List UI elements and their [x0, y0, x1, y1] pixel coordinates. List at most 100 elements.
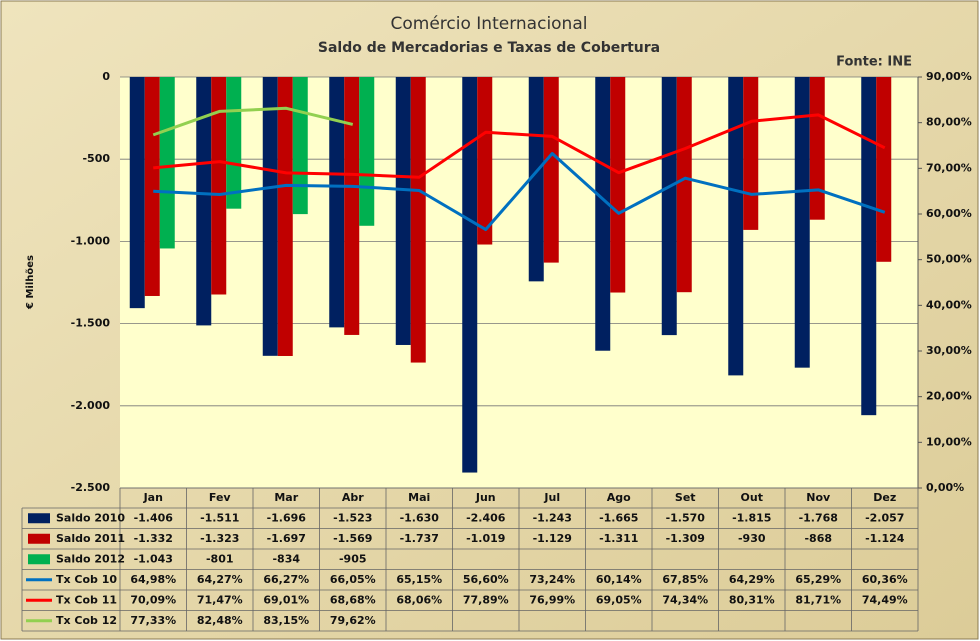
x-tick-label: Fev — [209, 491, 232, 504]
table-value: -1.043 — [134, 552, 173, 565]
table-value: 77,89% — [463, 593, 509, 606]
y2-tick-label: 30,00% — [926, 344, 972, 357]
bar — [876, 77, 892, 262]
table-value: -868 — [804, 532, 832, 545]
bar — [595, 77, 611, 351]
bar — [528, 77, 544, 282]
table-value: 66,27% — [263, 573, 309, 586]
y2-tick-label: 10,00% — [926, 435, 972, 448]
table-value: 82,48% — [197, 614, 243, 627]
table-value: 69,01% — [263, 593, 309, 606]
bar — [861, 77, 877, 416]
bar — [395, 77, 411, 345]
y-tick-label: -1.000 — [71, 234, 111, 247]
bar — [410, 77, 426, 363]
table-value: 60,36% — [862, 573, 908, 586]
legend-swatch — [28, 554, 50, 565]
table-value: -1.665 — [599, 511, 638, 524]
y2-tick-label: 40,00% — [926, 298, 972, 311]
x-tick-label: Jul — [543, 491, 560, 504]
table-value: -1.511 — [200, 511, 239, 524]
table-value: -801 — [206, 552, 234, 565]
table-value: -1.737 — [400, 532, 439, 545]
y-tick-label: -2.500 — [71, 481, 111, 494]
table-value: -1.768 — [799, 511, 838, 524]
line — [153, 152, 886, 232]
table-value: 66,05% — [330, 573, 376, 586]
table-value: -1.815 — [732, 511, 771, 524]
table-value: -2.406 — [466, 511, 506, 524]
legend-label: Tx Cob 10 — [56, 573, 117, 586]
bar — [226, 77, 242, 209]
table-value: -1.124 — [865, 532, 905, 545]
plot-area — [120, 77, 918, 488]
bar — [262, 77, 278, 356]
bar — [129, 77, 145, 309]
bar — [543, 77, 559, 263]
line — [152, 106, 354, 137]
table-value: -1.630 — [400, 511, 440, 524]
table-value: 73,24% — [529, 573, 575, 586]
table-value: -1.523 — [333, 511, 372, 524]
y-tick-label: -1.500 — [71, 317, 111, 330]
table-value: -2.057 — [865, 511, 904, 524]
bar — [743, 77, 759, 230]
y-tick-label: -2.000 — [71, 399, 111, 412]
x-tick-label: Abr — [342, 491, 364, 504]
legend-label: Saldo 2012 — [56, 552, 125, 565]
bar — [728, 77, 744, 376]
y2-tick-label: 50,00% — [926, 253, 972, 266]
y-tick-label: -500 — [82, 152, 110, 165]
bar — [610, 77, 626, 293]
y2-tick-label: 0,00% — [926, 481, 964, 494]
table-value: 67,85% — [662, 573, 708, 586]
chart-title: Comércio Internacional — [391, 14, 588, 34]
bar — [359, 77, 375, 226]
table-value: -1.129 — [533, 532, 572, 545]
table-value: 71,47% — [197, 593, 243, 606]
bar — [159, 77, 175, 249]
table-value: 74,49% — [862, 593, 908, 606]
legend-swatch — [28, 533, 50, 544]
bar — [344, 77, 360, 335]
y2-tick-label: 90,00% — [926, 70, 972, 83]
table-value: -1.243 — [533, 511, 572, 524]
table-value: -1.406 — [134, 511, 174, 524]
table-value: 76,99% — [529, 593, 575, 606]
table-value: 64,27% — [197, 573, 243, 586]
y2-tick-label: 70,00% — [926, 161, 972, 174]
bar — [196, 77, 212, 326]
line — [153, 113, 886, 179]
table-value: -1.323 — [200, 532, 239, 545]
legend-label: Tx Cob 12 — [56, 614, 117, 627]
table-value: -1.570 — [666, 511, 706, 524]
table-value: -1.019 — [466, 532, 505, 545]
table-value: -1.697 — [267, 532, 306, 545]
bar — [277, 77, 293, 356]
y-axis-label: € Milhões — [25, 255, 36, 310]
legend-label: Tx Cob 11 — [56, 593, 117, 606]
table-value: 68,06% — [396, 593, 442, 606]
table-value: 60,14% — [596, 573, 642, 586]
x-tick-label: Mai — [408, 491, 430, 504]
x-tick-label: Mar — [274, 491, 298, 504]
bar — [462, 77, 478, 473]
legend-swatch — [28, 513, 50, 524]
x-tick-label: Nov — [806, 491, 831, 504]
table-value: -1.311 — [599, 532, 638, 545]
x-tick-label: Out — [741, 491, 763, 504]
bar — [809, 77, 825, 220]
table-value: 64,29% — [729, 573, 775, 586]
x-tick-label: Dez — [873, 491, 896, 504]
x-tick-label: Jan — [143, 491, 163, 504]
table-value: -930 — [738, 532, 766, 545]
table-value: 80,31% — [729, 593, 775, 606]
y-tick-label: 0 — [102, 70, 110, 83]
table-value: 69,05% — [596, 593, 642, 606]
table-value: 65,29% — [795, 573, 841, 586]
table-value: 77,33% — [130, 614, 176, 627]
table-value: 56,60% — [463, 573, 509, 586]
chart-subtitle: Saldo de Mercadorias e Taxas de Cobertur… — [318, 40, 660, 56]
table-value: 74,34% — [662, 593, 708, 606]
